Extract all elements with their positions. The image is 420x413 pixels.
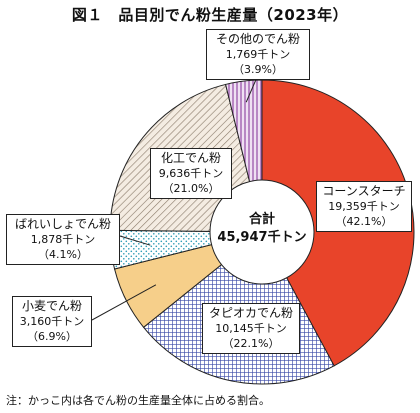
slice-label-wheat: 小麦でん粉 3,160千トン （6.9%）: [12, 296, 92, 347]
footnote: 注：かっこ内は各でん粉の生産量全体に占める割合。: [6, 394, 270, 407]
slice-label-potato: ばれいしょでん粉 1,878千トン （4.1%）: [6, 214, 120, 265]
leader-line-potato: [119, 235, 151, 246]
slice-label-modified: 化工でん粉 9,636千トン （21.0%）: [150, 148, 232, 199]
slice-label-cornstarch: コーンスターチ 19,359千トン （42.1%）: [316, 181, 412, 232]
donut-hole: [209, 179, 315, 285]
chart-title: 図１ 品目別でん粉生産量（2023年）: [71, 6, 349, 24]
slice-label-tapioca: タピオカでん粉 10,145千トン （22.1%）: [202, 303, 300, 354]
leader-line-wheat: [91, 284, 157, 321]
center-total-label: 合計 45,947千トン: [204, 211, 320, 247]
center-total-value: 45,947千トン: [217, 230, 307, 245]
slice-label-other: その他のでん粉 1,769千トン （3.9%）: [206, 29, 310, 80]
center-total-title: 合計: [248, 212, 275, 227]
